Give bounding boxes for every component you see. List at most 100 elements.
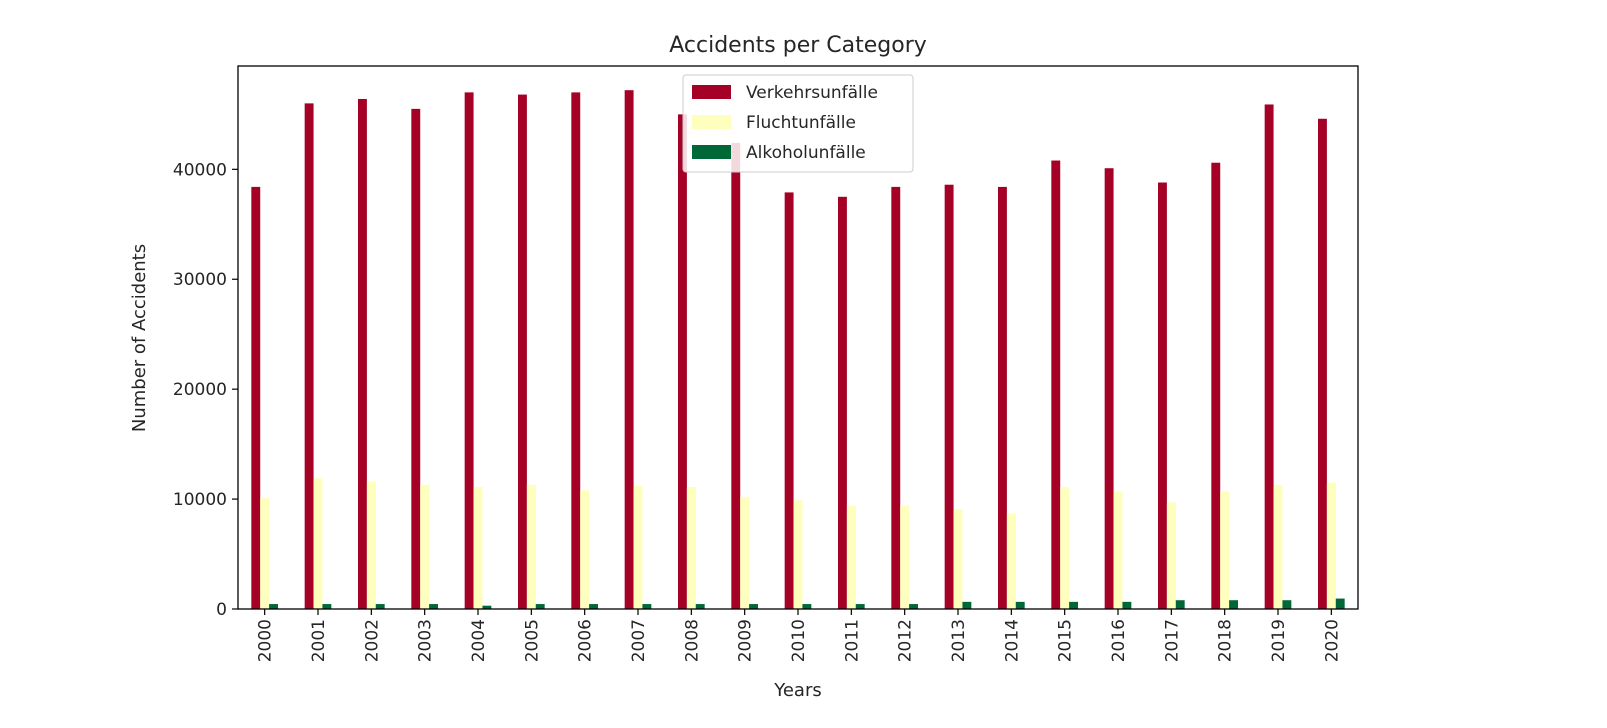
- bar-fluchtunfaelle-2003: [420, 484, 430, 609]
- bar-fluchtunfaelle-2005: [526, 484, 536, 609]
- bar-verkehrsunfaelle-2003: [411, 108, 421, 610]
- bar-alkoholunfaelle-2004: [482, 605, 492, 609]
- legend-swatch-alkoholunfaelle: [692, 145, 731, 159]
- bar-verkehrsunfaelle-2006: [571, 92, 581, 609]
- bar-alkoholunfaelle-2016: [1122, 601, 1132, 609]
- bar-alkoholunfaelle-2006: [589, 604, 598, 609]
- bar-verkehrsunfaelle-2009: [731, 142, 741, 609]
- x-tick-label: 2000: [256, 619, 276, 662]
- bar-alkoholunfaelle-2005: [535, 604, 545, 609]
- bar-fluchtunfaelle-2000: [260, 497, 270, 609]
- bar-fluchtunfaelle-2012: [900, 505, 910, 609]
- bar-fluchtunfaelle-2013: [953, 508, 963, 609]
- y-tick-label: 40000: [173, 160, 227, 180]
- legend: Verkehrsunfälle Fluchtunfälle Alkoholunf…: [682, 74, 914, 173]
- bar-verkehrsunfaelle-2020: [1318, 118, 1327, 609]
- legend-swatch-verkehrsunfaelle: [692, 85, 731, 99]
- x-tick-label: 2016: [1109, 619, 1129, 662]
- x-tick-label: 2003: [416, 619, 436, 662]
- legend-label-fluchtunfaelle: Fluchtunfälle: [746, 113, 856, 133]
- bar-alkoholunfaelle-2018: [1229, 600, 1238, 609]
- bar-fluchtunfaelle-2006: [580, 490, 590, 609]
- x-axis: 2000 2001 2002 2003 2004 2005 2006 2007 2008 2009…: [256, 609, 1342, 662]
- x-tick-label: 2017: [1162, 619, 1182, 662]
- y-tick-label: 0: [216, 600, 227, 620]
- bar-fluchtunfaelle-2011: [846, 505, 856, 609]
- bars-layer: [251, 90, 1345, 610]
- y-tick-label: 20000: [173, 380, 227, 400]
- bar-alkoholunfaelle-2014: [1015, 601, 1025, 609]
- legend-label-alkoholunfaelle: Alkoholunfälle: [746, 143, 866, 163]
- bar-verkehrsunfaelle-2012: [891, 186, 901, 609]
- x-tick-label: 2018: [1216, 619, 1236, 662]
- x-tick-label: 2013: [949, 619, 969, 662]
- x-tick-label: 2014: [1002, 619, 1022, 662]
- bar-fluchtunfaelle-2014: [1006, 513, 1016, 609]
- bar-fluchtunfaelle-2004: [473, 486, 483, 609]
- bar-verkehrsunfaelle-2007: [624, 90, 634, 610]
- bar-verkehrsunfaelle-2005: [518, 94, 527, 609]
- x-tick-label: 2006: [576, 619, 596, 662]
- x-tick-label: 2007: [629, 619, 649, 662]
- bar-fluchtunfaelle-2002: [366, 481, 376, 609]
- bar-fluchtunfaelle-2019: [1273, 484, 1283, 609]
- bar-alkoholunfaelle-2020: [1335, 598, 1345, 609]
- bar-verkehrsunfaelle-2001: [304, 103, 314, 610]
- legend-swatch-fluchtunfaelle: [692, 115, 731, 129]
- chart-title: Accidents per Category: [669, 33, 927, 58]
- x-tick-label: 2002: [362, 619, 382, 662]
- x-tick-label: 2019: [1269, 619, 1289, 662]
- x-tick-label: 2015: [1056, 619, 1076, 662]
- bar-alkoholunfaelle-2010: [802, 604, 812, 609]
- x-tick-label: 2010: [789, 619, 809, 662]
- bar-fluchtunfaelle-2016: [1113, 491, 1123, 609]
- x-tick-label: 2005: [522, 619, 542, 662]
- bar-alkoholunfaelle-2003: [429, 604, 438, 609]
- bar-alkoholunfaelle-2008: [695, 604, 705, 609]
- bar-alkoholunfaelle-2000: [269, 604, 278, 609]
- bar-verkehrsunfaelle-2004: [464, 92, 474, 609]
- bar-fluchtunfaelle-2020: [1326, 482, 1336, 609]
- bar-verkehrsunfaelle-2018: [1211, 162, 1221, 610]
- bar-alkoholunfaelle-2012: [909, 604, 918, 609]
- bar-fluchtunfaelle-2007: [633, 485, 643, 609]
- bar-verkehrsunfaelle-2014: [998, 186, 1007, 609]
- bar-verkehrsunfaelle-2019: [1264, 104, 1274, 609]
- bar-alkoholunfaelle-2011: [855, 604, 865, 609]
- x-tick-label: 2008: [682, 619, 702, 662]
- x-tick-label: 2011: [842, 619, 862, 662]
- x-tick-label: 2001: [309, 619, 329, 662]
- bar-verkehrsunfaelle-2013: [944, 184, 954, 609]
- bar-fluchtunfaelle-2017: [1166, 502, 1176, 609]
- x-tick-label: 2012: [896, 619, 916, 662]
- bar-alkoholunfaelle-2019: [1282, 600, 1292, 609]
- bar-verkehrsunfaelle-2015: [1051, 160, 1061, 609]
- bar-fluchtunfaelle-2008: [686, 486, 696, 609]
- x-tick-label: 2009: [736, 619, 756, 662]
- bar-verkehrsunfaelle-2002: [358, 98, 367, 609]
- bar-fluchtunfaelle-2010: [793, 500, 803, 609]
- bar-verkehrsunfaelle-2016: [1104, 168, 1114, 609]
- y-tick-label: 30000: [173, 270, 227, 290]
- bar-alkoholunfaelle-2007: [642, 604, 652, 609]
- bar-alkoholunfaelle-2009: [749, 604, 758, 609]
- bar-verkehrsunfaelle-2008: [678, 114, 687, 610]
- x-tick-label: 2004: [469, 619, 489, 662]
- bar-alkoholunfaelle-2015: [1069, 601, 1078, 609]
- x-axis-label: Years: [773, 680, 822, 701]
- bar-verkehrsunfaelle-2010: [784, 192, 794, 609]
- bar-alkoholunfaelle-2001: [322, 604, 332, 609]
- legend-label-verkehrsunfaelle: Verkehrsunfälle: [746, 83, 878, 103]
- bar-verkehrsunfaelle-2011: [838, 196, 847, 610]
- bar-fluchtunfaelle-2018: [1220, 491, 1230, 609]
- bar-alkoholunfaelle-2002: [375, 604, 385, 609]
- bar-fluchtunfaelle-2015: [1060, 486, 1070, 609]
- y-axis: 0 10000 20000 30000 40000: [173, 160, 238, 620]
- y-axis-label: Number of Accidents: [129, 244, 150, 432]
- y-tick-label: 10000: [173, 490, 227, 510]
- x-tick-label: 2020: [1322, 619, 1342, 662]
- bar-fluchtunfaelle-2001: [313, 478, 323, 609]
- bar-fluchtunfaelle-2009: [740, 496, 750, 609]
